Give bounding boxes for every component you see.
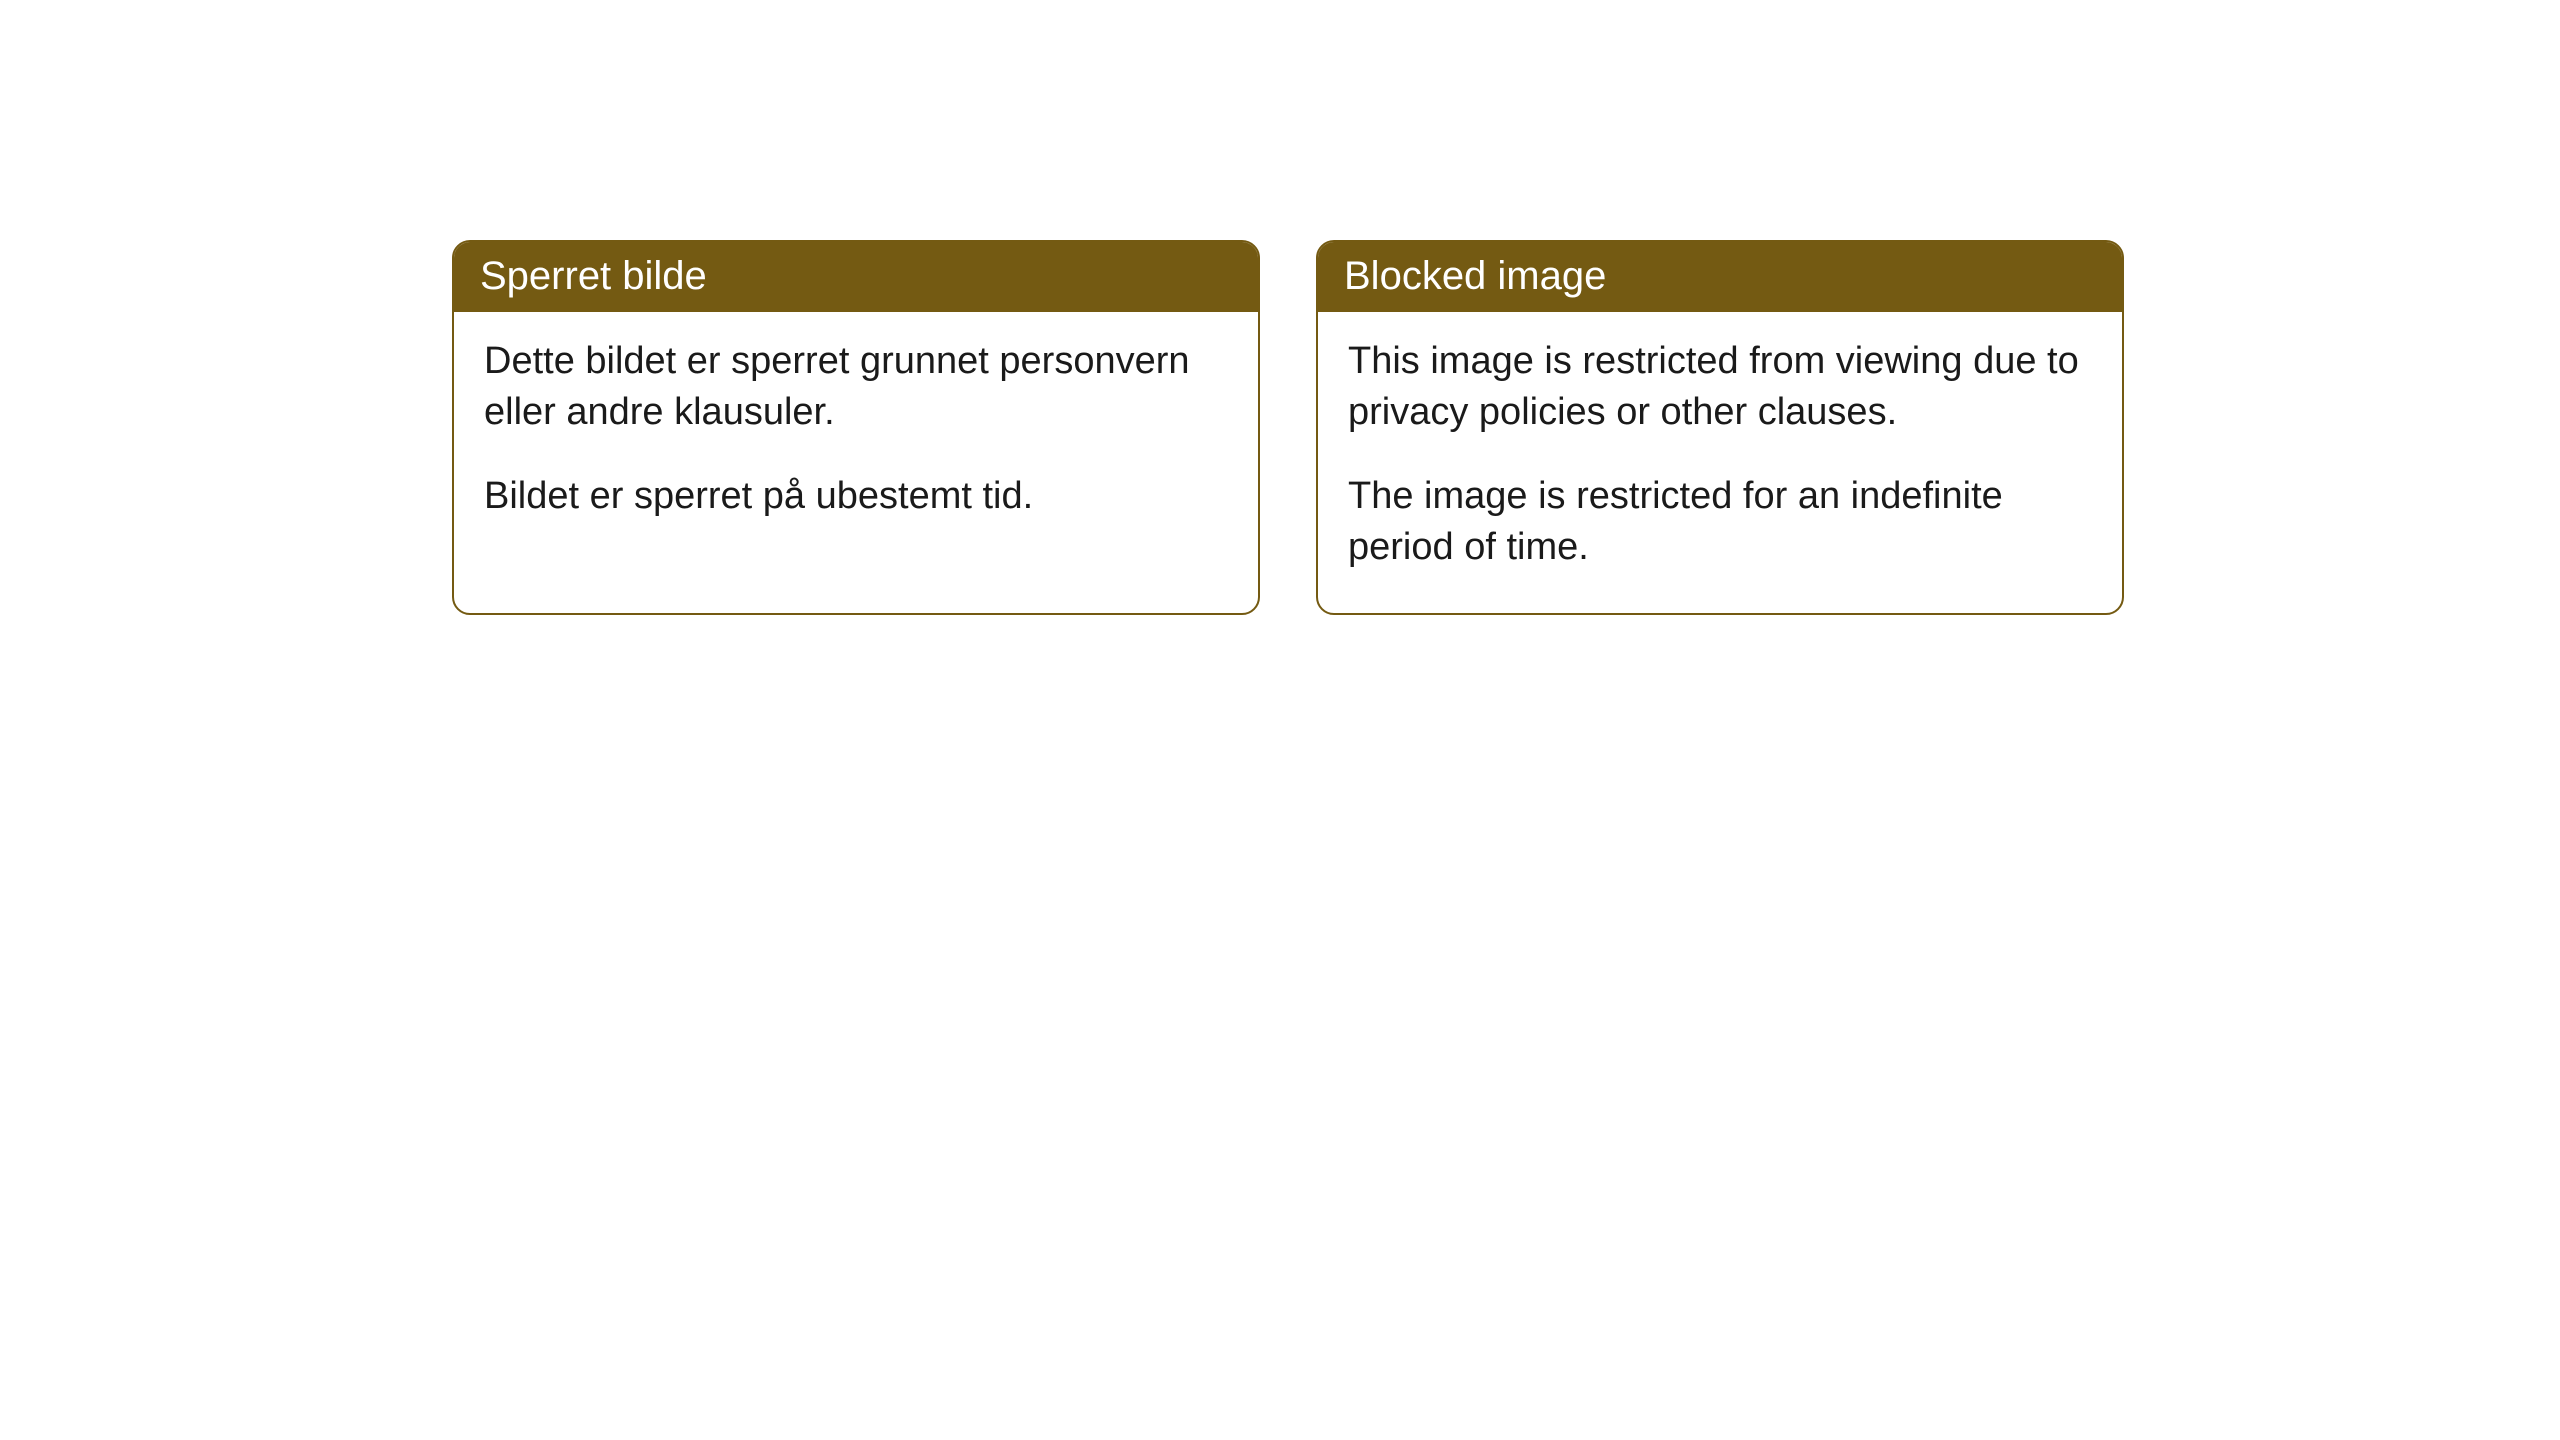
notice-card-english: Blocked image This image is restricted f… [1316,240,2124,615]
card-paragraph: The image is restricted for an indefinit… [1348,471,2092,574]
card-header: Sperret bilde [454,242,1258,312]
card-header: Blocked image [1318,242,2122,312]
card-paragraph: This image is restricted from viewing du… [1348,336,2092,439]
notice-card-norwegian: Sperret bilde Dette bildet er sperret gr… [452,240,1260,615]
card-paragraph: Dette bildet er sperret grunnet personve… [484,336,1228,439]
notice-cards-container: Sperret bilde Dette bildet er sperret gr… [0,0,2560,615]
card-body: This image is restricted from viewing du… [1318,312,2122,613]
card-paragraph: Bildet er sperret på ubestemt tid. [484,471,1228,522]
card-body: Dette bildet er sperret grunnet personve… [454,312,1258,562]
